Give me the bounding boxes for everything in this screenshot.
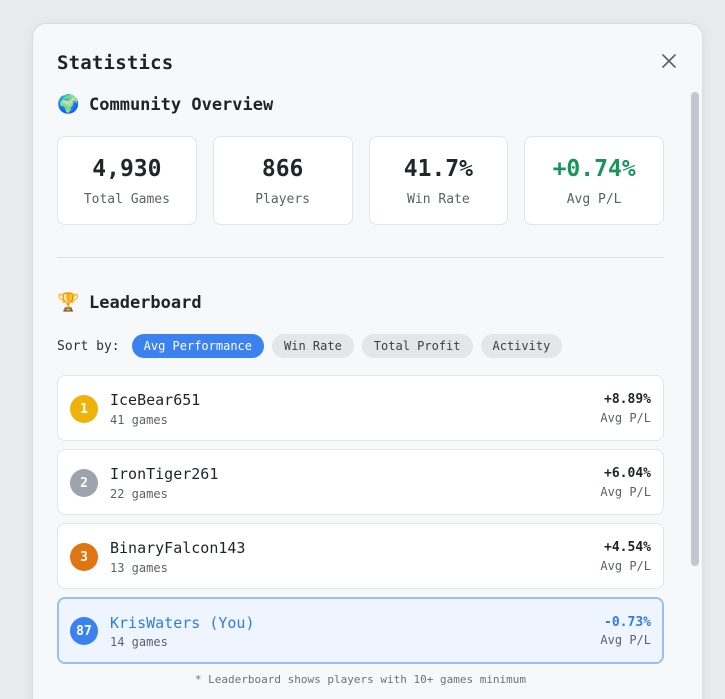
player-games: 22 games xyxy=(110,487,168,501)
leaderboard-title: Leaderboard xyxy=(89,292,202,313)
player-games: 41 games xyxy=(110,413,168,427)
player-name: IceBear651 xyxy=(110,391,201,409)
trophy-icon: 🏆 xyxy=(57,292,80,313)
leaderboard-row[interactable]: 1 IceBear651 41 games +8.89% Avg P/L xyxy=(57,375,664,441)
leaderboard-list: 1 IceBear651 41 games +8.89% Avg P/L 2 I… xyxy=(57,375,664,672)
globe-icon: 🌍 xyxy=(57,94,80,115)
scrollbar-thumb[interactable] xyxy=(691,92,699,566)
statistics-modal: Statistics 🌍 Community Overview 4,930 To… xyxy=(32,23,703,699)
player-avg-pl-label: Avg P/L xyxy=(600,559,651,573)
player-avg-pl: +6.04% xyxy=(604,466,651,481)
close-icon xyxy=(662,54,676,68)
player-games: 13 games xyxy=(110,561,168,575)
close-button[interactable] xyxy=(659,51,679,71)
player-games: 14 games xyxy=(110,635,168,649)
rank-badge: 1 xyxy=(70,395,98,423)
player-avg-pl-label: Avg P/L xyxy=(600,485,651,499)
leaderboard-row[interactable]: 2 IronTiger261 22 games +6.04% Avg P/L xyxy=(57,449,664,515)
player-avg-pl: -0.73% xyxy=(604,615,651,630)
player-avg-pl-label: Avg P/L xyxy=(600,411,651,425)
leaderboard-row[interactable]: 3 BinaryFalcon143 13 games +4.54% Avg P/… xyxy=(57,523,664,589)
player-avg-pl: +8.89% xyxy=(604,392,651,407)
sort-chip-avg-performance[interactable]: Avg Performance xyxy=(131,334,264,358)
rank-badge: 87 xyxy=(70,617,98,645)
leaderboard-footnote: * Leaderboard shows players with 10+ gam… xyxy=(194,673,527,686)
rank-badge: 3 xyxy=(70,543,98,571)
stat-value: 4,930 xyxy=(92,156,162,182)
sort-chip-activity[interactable]: Activity xyxy=(480,334,563,358)
stat-label: Avg P/L xyxy=(566,192,622,207)
player-avg-pl: +4.54% xyxy=(604,540,651,555)
stat-label: Win Rate xyxy=(407,192,470,207)
player-name: BinaryFalcon143 xyxy=(110,539,246,557)
leaderboard-heading: 🏆 Leaderboard xyxy=(57,292,202,313)
stat-label: Total Games xyxy=(83,192,170,207)
stat-value: +0.74% xyxy=(552,156,636,182)
stat-card-avg-pl: +0.74% Avg P/L xyxy=(524,136,664,225)
stats-row: 4,930 Total Games 866 Players 41.7% Win … xyxy=(57,136,664,225)
scrollbar[interactable] xyxy=(691,92,699,699)
sort-controls: Sort by: Avg Performance Win Rate Total … xyxy=(57,334,570,358)
community-overview-heading: 🌍 Community Overview xyxy=(57,94,273,115)
leaderboard-row-current-user[interactable]: 87 KrisWaters (You) 14 games -0.73% Avg … xyxy=(57,597,664,664)
sort-chip-total-profit[interactable]: Total Profit xyxy=(361,334,473,358)
stat-card-players: 866 Players xyxy=(212,136,353,225)
section-divider xyxy=(57,257,664,258)
stat-card-total-games: 4,930 Total Games xyxy=(57,136,197,225)
stat-label: Players xyxy=(255,192,311,207)
player-name: IronTiger261 xyxy=(110,465,219,483)
sort-chip-win-rate[interactable]: Win Rate xyxy=(272,334,354,358)
player-name: KrisWaters (You) xyxy=(110,614,255,632)
modal-title: Statistics xyxy=(57,52,174,74)
player-avg-pl-label: Avg P/L xyxy=(600,633,651,647)
stat-card-win-rate: 41.7% Win Rate xyxy=(368,136,509,225)
community-overview-title: Community Overview xyxy=(89,94,274,115)
stat-value: 41.7% xyxy=(403,156,473,182)
sort-label: Sort by: xyxy=(57,338,120,354)
stat-value: 866 xyxy=(261,156,304,182)
rank-badge: 2 xyxy=(70,469,98,497)
